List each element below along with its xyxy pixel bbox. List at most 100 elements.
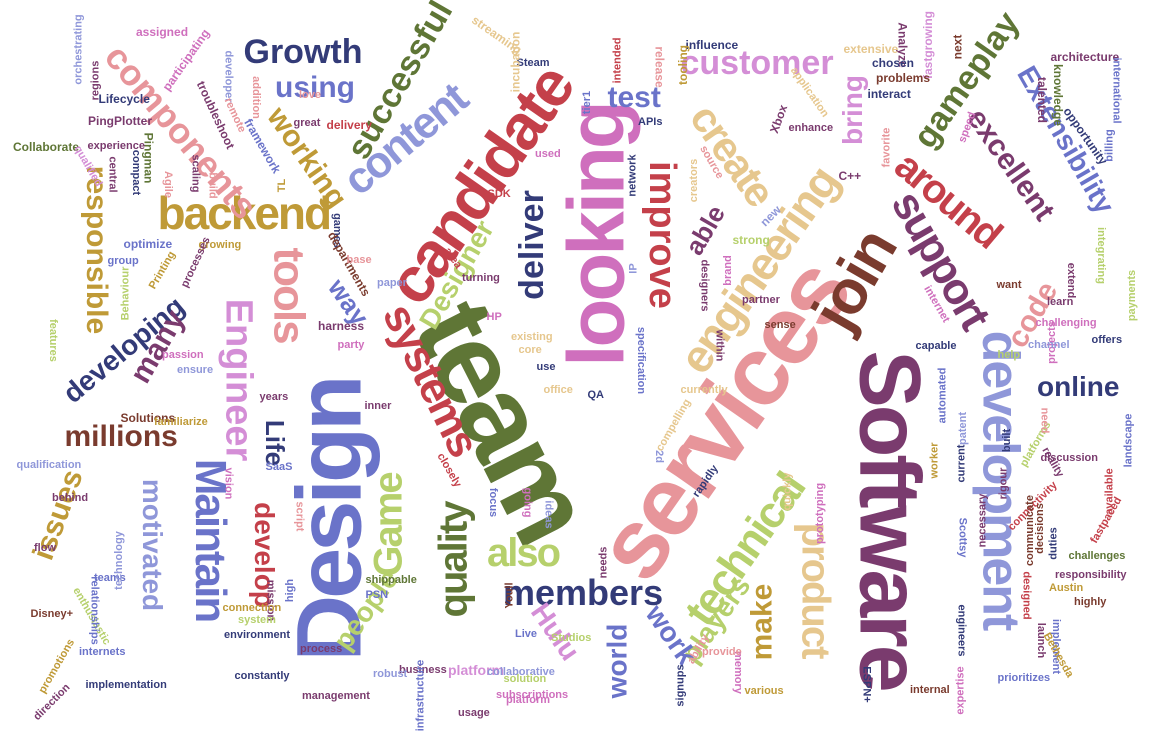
word-promotions: promotions [35,636,77,695]
word-usage: usage [458,706,490,719]
word-within: within [713,329,726,361]
word-engineers: engineers [955,604,968,656]
word-paper: paper [377,276,407,289]
word-experience: experience [87,139,145,152]
word-platform2: platform [506,693,550,706]
word-ideas: ideas [542,499,555,529]
word-sense: sense [764,318,796,331]
word-espn-: ESPN+ [860,665,873,703]
word-growing: growing [198,238,242,251]
word-channel: channel [1028,338,1070,351]
word-discussion: discussion [1040,451,1098,464]
word-game: Game [366,473,411,577]
word-help: help [997,348,1021,361]
word-implementation: implementation [85,678,167,691]
word-psn: PSN [365,588,389,601]
word-architecture: architecture [1050,50,1120,64]
word-passion: passion [162,348,204,361]
word-process: process [300,642,343,655]
word-platform: platform [448,662,504,678]
word-designed: designed [1020,570,1033,620]
word-tooling: tooling [675,45,690,85]
word-prototyping: prototyping [813,482,826,544]
word-online: online [1037,371,1120,402]
word-assigned: assigned [136,25,189,39]
word-highly: highly [1074,595,1107,608]
word-qualification: qualification [16,458,82,471]
word-group: group [107,254,139,267]
word-core: core [518,343,542,356]
word-lifecycle: Lifecycle [98,92,150,106]
word-flow: flow [34,541,56,554]
word-used: used [535,147,561,160]
word-addition: addition [249,75,262,119]
word-life: Life [260,419,291,467]
word-capable: capable [915,339,957,352]
word-offers: offers [1091,333,1123,346]
word-subscriptions: subscriptions [496,688,569,701]
word-pingplotter: PingPlotter [88,114,153,128]
word-existing: existing [511,330,553,343]
word-growth: Growth [243,33,363,71]
word-quickly: quickly [781,472,794,510]
word-2d: 2d [652,449,665,463]
word-agile: Agile [161,170,174,198]
word-make: make [744,583,778,661]
word-test: test [607,81,661,114]
word-tl: TL [275,178,288,192]
word-constantly: constantly [234,669,290,682]
word-backend: backend [157,187,333,239]
word-collaborative: collaborative [487,665,555,678]
word-management: management [302,689,370,702]
word-customer: customer [680,44,834,82]
word-harness: harness [318,319,365,333]
word-delivery: delivery [326,118,372,132]
word-technology: technology [112,530,125,590]
word-millions: millions [64,420,178,453]
word-duties: duties [1047,526,1060,560]
word-challenges: challenges [1068,549,1126,562]
word-love: love [299,88,322,101]
word-script: script [293,501,306,531]
word-network: network [626,153,639,197]
word-engineer: Engineer [216,298,259,462]
word-tier1: tier1 [580,90,593,114]
word-automated: automated [936,367,949,423]
word-business: business [399,663,447,676]
word-need: need [1038,407,1051,433]
word-solutions: Solutions [120,411,176,425]
word-integrating: integrating [1094,226,1107,284]
word-learn: learn [1047,295,1074,308]
word-internets: internets [79,645,126,658]
word-office: office [543,383,573,396]
word-compact: compact [129,149,142,195]
word-extend: extend [1064,262,1077,298]
word-steam: Steam [516,56,550,69]
word-years: years [259,390,289,403]
word-responsibility: responsibility [1055,568,1127,581]
word-worker: worker [928,441,941,479]
word-teams: teams [94,571,126,584]
word-intended: intended [611,37,624,83]
word-interact: interact [867,87,911,101]
word-c-: C++ [838,169,862,183]
word-developer: developer [222,50,235,102]
word-strong: strong [732,233,770,247]
word-software: Software [841,350,938,690]
word-youll: Youll [503,581,516,609]
word-internal: internal [910,683,950,696]
word-necessary: necessary [976,493,989,547]
word-members: members [503,572,664,613]
word-environment: environment [224,628,291,641]
word-payments: payments [1125,269,1138,321]
word-scottsy: Scottsy [956,517,969,557]
word-qa: QA [587,388,605,401]
word-ensure: ensure [177,363,214,376]
word-printing: Printing [146,248,178,291]
word-ip: IP [627,262,640,274]
word-enhance: enhance [788,121,834,134]
word-also: also [487,531,561,575]
word-infrastructure: infrastructure [414,659,427,731]
word-expertise: expertise [954,665,967,715]
word-next: next [949,34,964,60]
